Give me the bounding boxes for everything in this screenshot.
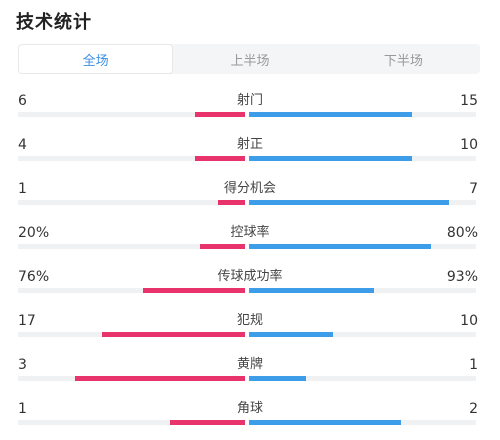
away-bar — [249, 420, 402, 425]
stat-label: 射正 — [236, 137, 263, 152]
away-value: 80% — [446, 225, 478, 241]
away-bar-track — [249, 376, 476, 381]
home-bar — [74, 376, 245, 381]
stat-label: 黄牌 — [236, 357, 263, 372]
stat-label: 控球率 — [230, 225, 270, 240]
home-bar — [199, 244, 245, 249]
tab-full-match[interactable]: 全场 — [18, 44, 174, 74]
away-value: 2 — [469, 401, 478, 417]
home-value: 4 — [18, 137, 27, 153]
away-value: 1 — [469, 357, 478, 373]
away-value: 10 — [460, 313, 478, 329]
away-bar-track — [249, 332, 476, 337]
stat-row: 20% 控球率 80% — [0, 224, 500, 264]
stat-row: 6 射门 15 — [0, 92, 500, 132]
home-bar — [195, 156, 245, 161]
away-bar — [249, 200, 449, 205]
away-bar — [249, 244, 431, 249]
home-bar-track — [18, 288, 245, 293]
home-bar — [195, 112, 245, 117]
period-tabs: 全场 上半场 下半场 — [18, 44, 480, 74]
home-bar — [170, 420, 245, 425]
home-bar — [102, 332, 245, 337]
stat-label: 传球成功率 — [217, 269, 283, 284]
away-bar — [249, 332, 333, 337]
away-bar — [249, 156, 413, 161]
home-bar — [142, 288, 245, 293]
away-bar — [249, 112, 413, 117]
stat-row: 1 角球 2 — [0, 400, 500, 440]
tab-first-half[interactable]: 上半场 — [230, 53, 270, 69]
away-bar-track — [249, 200, 476, 205]
away-value: 7 — [469, 181, 478, 197]
home-value: 20% — [18, 225, 50, 241]
away-bar-track — [249, 112, 476, 117]
tab-second-half[interactable]: 下半场 — [383, 53, 423, 69]
stat-label: 得分机会 — [223, 181, 276, 196]
home-value: 17 — [18, 313, 36, 329]
home-bar — [217, 200, 245, 205]
page-title: 技术统计 — [16, 12, 92, 33]
stat-row: 4 射正 10 — [0, 136, 500, 176]
home-bar-track — [18, 244, 245, 249]
stat-label: 角球 — [236, 401, 263, 416]
home-value: 6 — [18, 93, 27, 109]
stat-label: 射门 — [236, 93, 263, 108]
away-bar-track — [249, 288, 476, 293]
away-bar-track — [249, 244, 476, 249]
home-value: 1 — [18, 401, 27, 417]
home-bar-track — [18, 156, 245, 161]
stat-row: 76% 传球成功率 93% — [0, 268, 500, 308]
stat-row: 17 犯规 10 — [0, 312, 500, 352]
away-bar — [249, 376, 306, 381]
home-bar-track — [18, 200, 245, 205]
home-bar-track — [18, 112, 245, 117]
home-value: 76% — [18, 269, 50, 285]
home-bar-track — [18, 332, 245, 337]
home-bar-track — [18, 376, 245, 381]
away-bar-track — [249, 420, 476, 425]
stat-label: 犯规 — [236, 313, 263, 328]
away-value: 10 — [460, 137, 478, 153]
home-bar-track — [18, 420, 245, 425]
away-bar — [249, 288, 374, 293]
home-value: 1 — [18, 181, 27, 197]
away-value: 15 — [460, 93, 478, 109]
stat-row: 1 得分机会 7 — [0, 180, 500, 220]
home-value: 3 — [18, 357, 27, 373]
stat-row: 3 黄牌 1 — [0, 356, 500, 396]
away-value: 93% — [446, 269, 478, 285]
away-bar-track — [249, 156, 476, 161]
